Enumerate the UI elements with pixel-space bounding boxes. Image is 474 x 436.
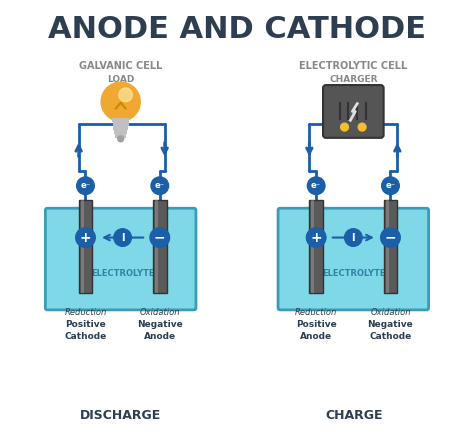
Text: −: − (154, 231, 165, 245)
Circle shape (114, 229, 131, 246)
Text: LOAD: LOAD (107, 75, 134, 84)
Text: GALVANIC CELL: GALVANIC CELL (79, 61, 163, 71)
Text: Oxidation: Oxidation (370, 308, 411, 317)
Circle shape (358, 123, 366, 131)
Text: Cathode: Cathode (64, 332, 107, 341)
Text: DISCHARGE: DISCHARGE (80, 409, 161, 422)
Circle shape (77, 177, 94, 194)
Circle shape (151, 177, 169, 194)
Text: ELECTROLYTE: ELECTROLYTE (322, 269, 386, 278)
Text: Negative: Negative (137, 320, 182, 329)
Circle shape (118, 136, 124, 142)
Circle shape (382, 177, 399, 194)
Bar (81, 201, 83, 293)
FancyBboxPatch shape (46, 208, 196, 310)
Circle shape (118, 88, 132, 102)
Circle shape (381, 228, 400, 247)
Text: CHARGE: CHARGE (326, 409, 383, 422)
Text: CHARGER: CHARGER (329, 75, 378, 84)
Text: Anode: Anode (300, 332, 332, 341)
Bar (383, 201, 397, 293)
Text: +: + (310, 231, 322, 245)
Text: ELECTROLYTE: ELECTROLYTE (91, 269, 155, 278)
Text: e⁻: e⁻ (385, 181, 395, 190)
Text: Reduction: Reduction (295, 308, 337, 317)
Circle shape (341, 123, 348, 131)
Bar (153, 201, 167, 293)
Text: I: I (352, 232, 355, 242)
Bar (385, 201, 389, 293)
Text: Cathode: Cathode (369, 332, 411, 341)
Text: e⁻: e⁻ (81, 181, 91, 190)
Text: e⁻: e⁻ (155, 181, 165, 190)
Text: ELECTROLYTIC CELL: ELECTROLYTIC CELL (299, 61, 408, 71)
Text: Reduction: Reduction (64, 308, 107, 317)
Text: Negative: Negative (368, 320, 413, 329)
FancyBboxPatch shape (278, 208, 428, 310)
Circle shape (306, 228, 326, 247)
Text: −: − (385, 231, 396, 245)
Text: Positive: Positive (296, 320, 337, 329)
Text: I: I (121, 232, 124, 242)
Circle shape (101, 82, 140, 121)
Text: +: + (80, 231, 91, 245)
Circle shape (76, 228, 95, 247)
Bar (155, 201, 158, 293)
Bar (310, 201, 323, 293)
Bar (79, 201, 92, 293)
Text: e⁻: e⁻ (311, 181, 321, 190)
Text: Positive: Positive (65, 320, 106, 329)
Text: Oxidation: Oxidation (139, 308, 180, 317)
Text: Anode: Anode (144, 332, 176, 341)
Bar (311, 201, 314, 293)
Circle shape (150, 228, 170, 247)
FancyBboxPatch shape (323, 85, 383, 138)
Text: ANODE AND CATHODE: ANODE AND CATHODE (48, 15, 426, 44)
Circle shape (345, 229, 362, 246)
Circle shape (307, 177, 325, 194)
